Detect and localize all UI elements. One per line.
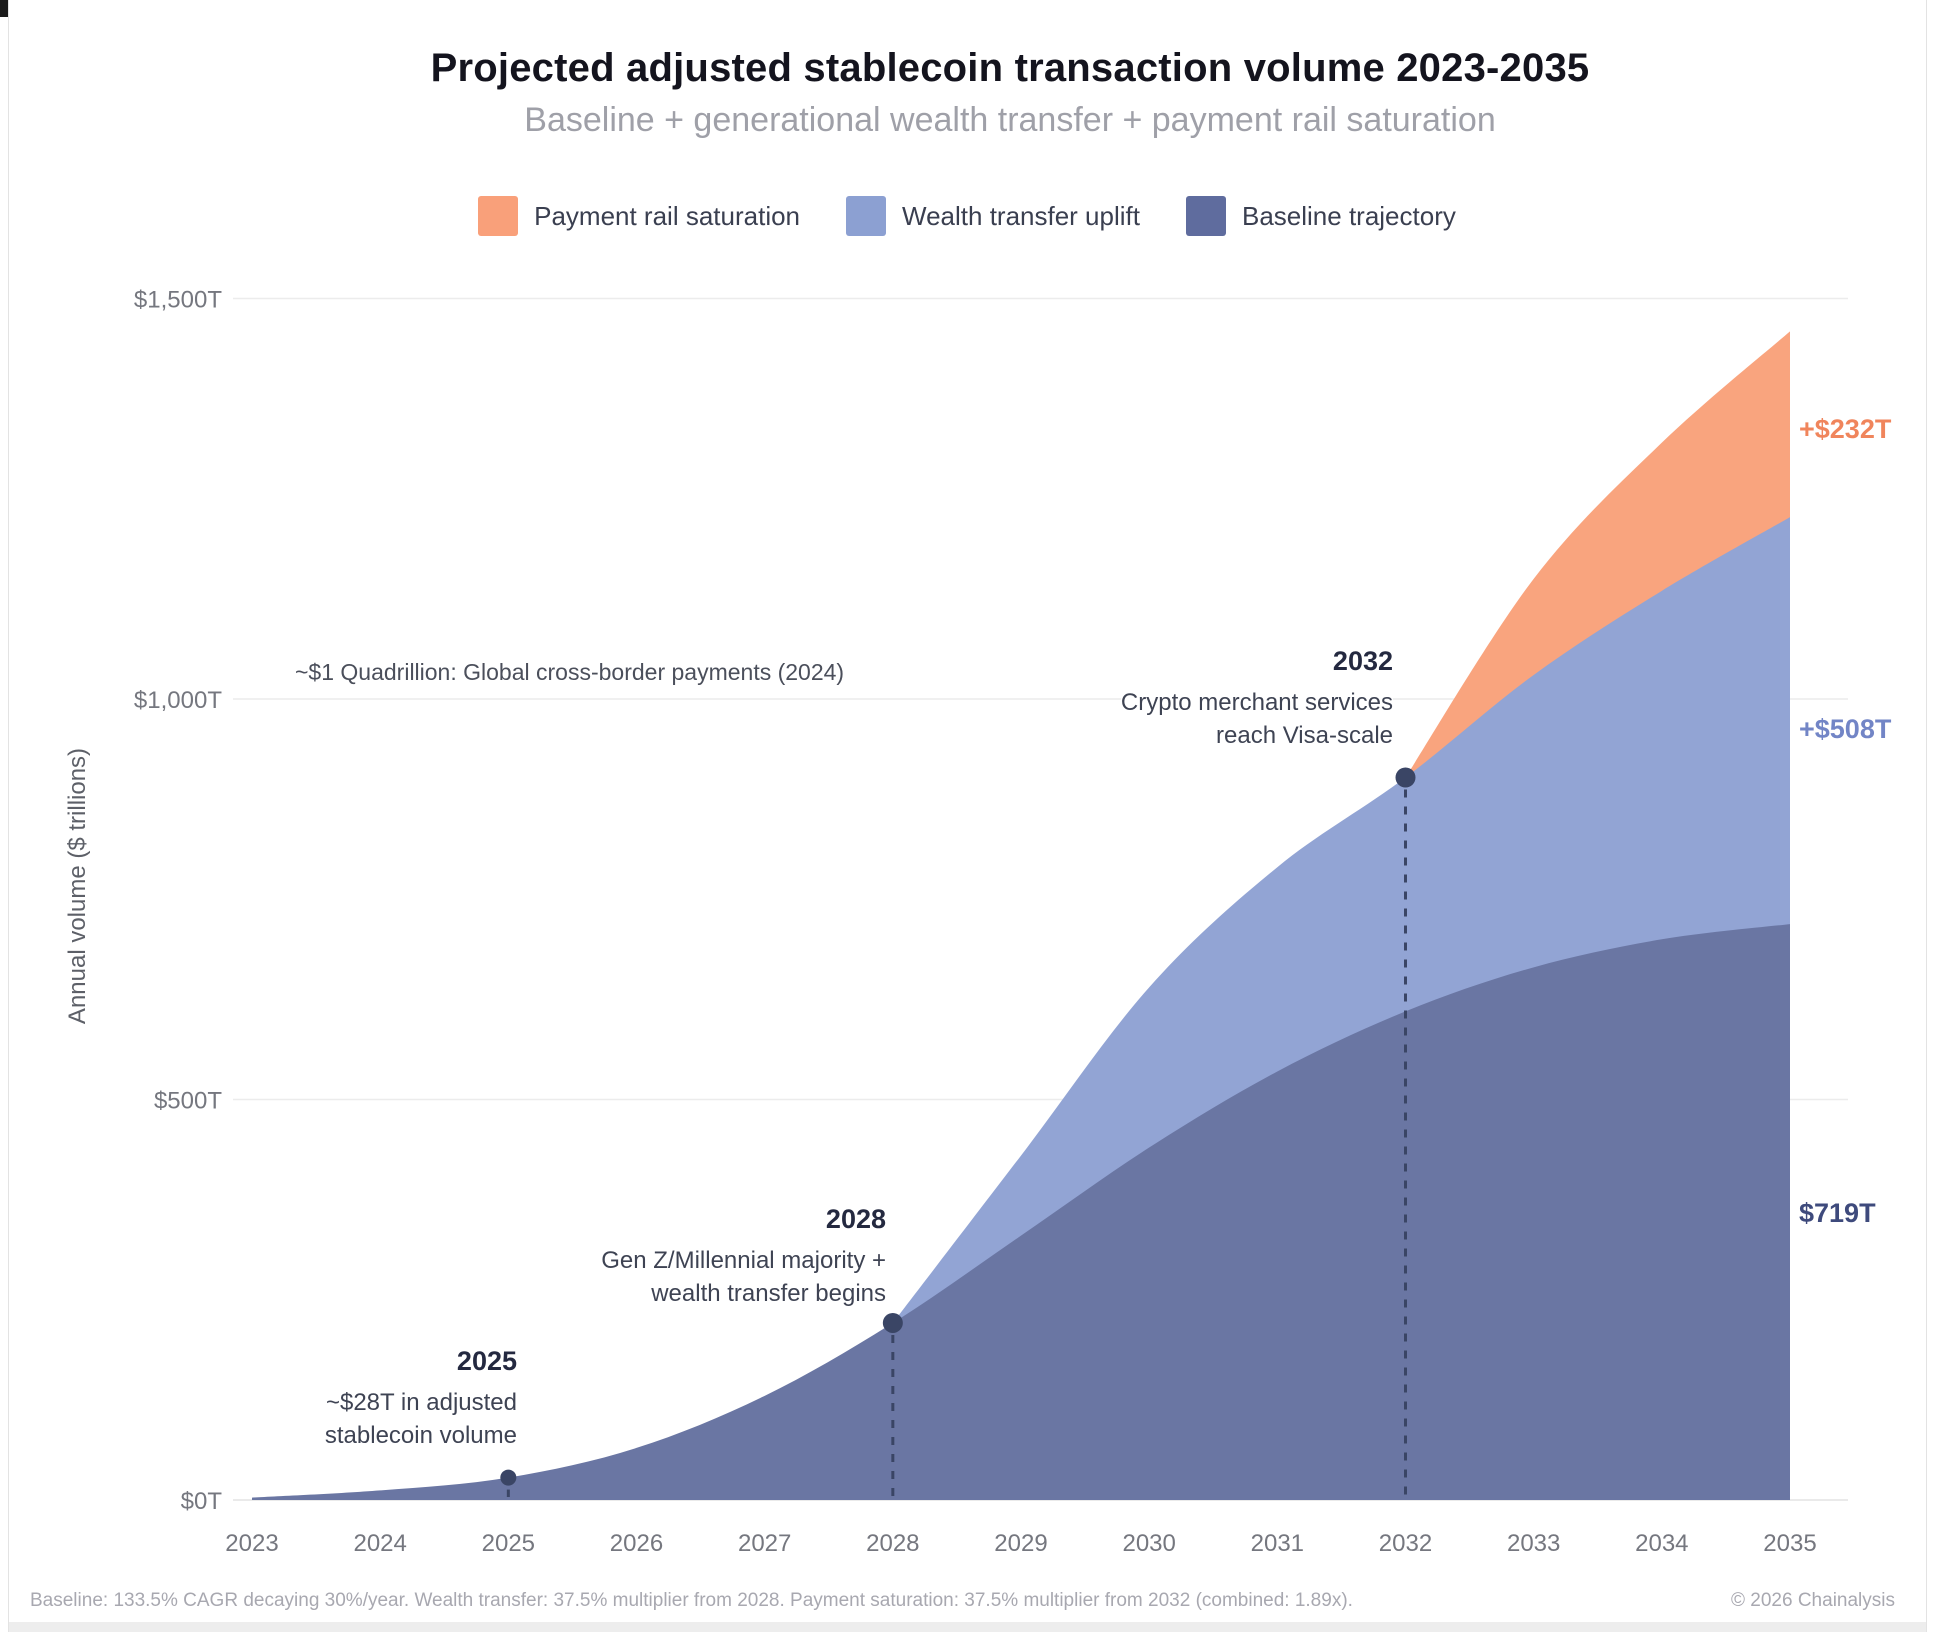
end-label-baseline: $719T <box>1799 1198 1876 1228</box>
baseline-trajectory-swatch-icon <box>1185 196 1226 236</box>
end-label-wealth-uplift: +$508T <box>1799 714 1892 744</box>
svg-text:$1,000T: $1,000T <box>134 687 222 714</box>
right-edge-divider <box>1926 0 1927 1632</box>
payment-rail-saturation-swatch-icon <box>478 196 519 236</box>
annotation-year: 2025 <box>456 1346 517 1376</box>
svg-text:2031: 2031 <box>1251 1530 1304 1557</box>
svg-text:2033: 2033 <box>1507 1530 1560 1557</box>
annotation-2028: 2028 Gen Z/Millennial majority + wealth … <box>601 1204 886 1310</box>
svg-text:2028: 2028 <box>866 1530 919 1557</box>
annotation-2032: 2032 Crypto merchant services reach Visa… <box>1120 646 1393 752</box>
copyright-note: © 2026 Chainalysis <box>1731 1590 1895 1611</box>
annotation-line: wealth transfer begins <box>651 1280 886 1307</box>
svg-text:$500T: $500T <box>154 1088 222 1115</box>
reference-line-label: ~$1 Quadrillion: Global cross-border pay… <box>295 659 845 685</box>
svg-text:2025: 2025 <box>482 1530 535 1557</box>
bottom-strip <box>9 1622 1926 1632</box>
annotation-year: 2032 <box>1332 646 1393 676</box>
page-title: Projected adjusted stablecoin transactio… <box>430 46 1590 90</box>
svg-text:2030: 2030 <box>1122 1530 1175 1557</box>
annotation-line: ~$28T in adjusted <box>325 1389 517 1416</box>
legend-item-wealth-transfer-uplift: Wealth transfer uplift <box>846 196 1140 236</box>
svg-text:$0T: $0T <box>181 1488 223 1515</box>
chart-header: Projected adjusted stablecoin transactio… <box>86 46 1934 140</box>
legend-item-payment-rail-saturation: Payment rail saturation <box>478 196 800 236</box>
annotation-line: stablecoin volume <box>324 1422 517 1449</box>
wealth-transfer-uplift-swatch-icon <box>846 196 887 236</box>
legend-label: Baseline trajectory <box>1241 200 1456 231</box>
svg-text:2024: 2024 <box>353 1530 406 1557</box>
svg-text:2027: 2027 <box>738 1530 791 1557</box>
annotation-line: Crypto merchant services <box>1120 689 1393 716</box>
annotation-2025: 2025 ~$28T in adjusted stablecoin volume <box>324 1346 517 1452</box>
left-edge-divider <box>8 0 9 1632</box>
legend-label: Wealth transfer uplift <box>902 200 1140 231</box>
svg-text:2032: 2032 <box>1379 1530 1432 1557</box>
chart-legend: Payment rail saturation Wealth transfer … <box>0 196 1934 236</box>
svg-text:$1,500T: $1,500T <box>134 287 222 314</box>
annotation-line: reach Visa-scale <box>1216 722 1393 749</box>
annotation-line: Gen Z/Millennial majority + <box>601 1247 886 1274</box>
corner-notch <box>0 0 9 17</box>
legend-item-baseline-trajectory: Baseline trajectory <box>1185 196 1456 236</box>
annotation-year: 2028 <box>825 1204 886 1234</box>
svg-text:2026: 2026 <box>610 1530 663 1557</box>
legend-label: Payment rail saturation <box>534 200 801 231</box>
svg-text:2023: 2023 <box>225 1530 278 1557</box>
page-subtitle: Baseline + generational wealth transfer … <box>524 101 1496 139</box>
end-label-payment-saturation: +$232T <box>1799 414 1892 444</box>
y-axis-title: Annual volume ($ trillions) <box>64 747 91 1025</box>
svg-text:2029: 2029 <box>994 1530 1047 1557</box>
svg-text:2035: 2035 <box>1763 1530 1816 1557</box>
methodology-footnote: Baseline: 133.5% CAGR decaying 30%/year.… <box>30 1590 1353 1611</box>
svg-text:2034: 2034 <box>1635 1530 1688 1557</box>
